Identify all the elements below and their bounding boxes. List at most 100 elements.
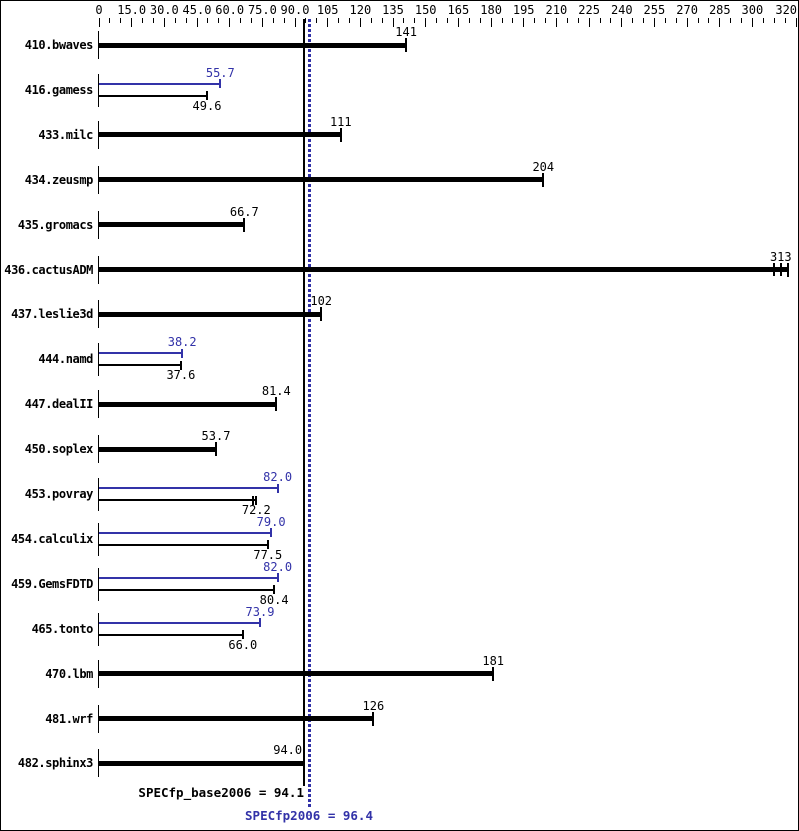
base-value-label: 181 — [482, 653, 505, 668]
axis-tick-major — [261, 18, 263, 27]
axis-tick-minor — [773, 18, 775, 23]
axis-tick-label: 300 — [741, 3, 764, 17]
row-zero-baseline — [98, 612, 99, 646]
axis-tick-minor — [305, 18, 307, 23]
axis-tick-minor — [283, 18, 285, 23]
peak-value-label: 55.7 — [205, 65, 235, 80]
base-value-label: 66.0 — [228, 637, 258, 652]
benchmark-label: 437.leslie3d — [11, 307, 93, 322]
benchmark-label: 450.soplex — [24, 442, 94, 457]
axis-tick-major — [795, 18, 797, 27]
axis-tick-minor — [153, 18, 154, 23]
axis-tick-minor — [403, 18, 405, 23]
row-zero-baseline — [98, 300, 99, 329]
base-value-label: 141 — [395, 25, 417, 39]
axis-tick-minor — [447, 18, 448, 23]
base-bar-end-cap — [320, 307, 323, 322]
axis-tick-minor — [664, 18, 666, 23]
axis-tick-label: 45.0 — [182, 3, 212, 17]
base-bar — [99, 760, 304, 766]
benchmark-label: 436.cactusADM — [4, 262, 93, 277]
axis-tick-minor — [741, 18, 742, 23]
base-bar — [99, 132, 341, 138]
specfp-base2006-metric-label: SPECfp_base2006 = 94.1 — [138, 785, 304, 800]
axis-tick-label: 225 — [578, 3, 600, 17]
row-zero-baseline — [98, 659, 99, 688]
axis-tick-minor — [479, 18, 481, 23]
row-zero-baseline — [98, 749, 99, 778]
axis-tick-major — [359, 18, 361, 27]
base-bar-run-tick — [252, 495, 255, 505]
axis-tick-minor — [414, 18, 416, 23]
base-value-label: 49.6 — [192, 98, 222, 113]
base-value-label: 313 — [769, 249, 792, 264]
axis-tick-label: 240 — [610, 3, 633, 17]
axis-tick-minor — [708, 18, 710, 23]
axis-tick-minor — [436, 18, 438, 23]
base-bar — [99, 446, 216, 452]
axis-tick-minor — [566, 18, 568, 23]
benchmark-label: 410.bwaves — [24, 38, 94, 52]
peak-bar — [99, 487, 278, 489]
axis-tick-minor — [501, 18, 503, 23]
axis-tick-major — [163, 18, 165, 27]
axis-tick-label: 75.0 — [247, 3, 277, 17]
base-bar-end-cap — [492, 666, 495, 681]
base-value-label: 72.2 — [241, 503, 271, 517]
peak-bar-end-cap — [276, 573, 279, 583]
peak-bar — [99, 621, 260, 624]
row-zero-baseline — [98, 73, 99, 107]
axis-tick-label: 195 — [512, 3, 535, 17]
axis-tick-label: 120 — [349, 3, 372, 17]
base-bar-end-cap — [372, 711, 375, 726]
row-zero-baseline — [98, 522, 99, 556]
axis-tick-major — [425, 18, 427, 27]
axis-tick-minor — [632, 18, 634, 23]
peak-bar-end-cap — [276, 483, 279, 493]
axis-tick-major — [588, 18, 590, 27]
row-zero-baseline — [98, 255, 99, 284]
axis-tick-minor — [349, 18, 350, 23]
axis-tick-minor — [468, 18, 470, 23]
axis-tick-label: 165 — [447, 3, 470, 17]
axis-tick-label: 135 — [382, 3, 404, 17]
axis-tick-minor — [207, 18, 209, 23]
peak-value-label: 38.2 — [167, 335, 197, 350]
base-bar — [99, 401, 277, 407]
axis-tick-major — [392, 18, 394, 27]
peak-bar — [99, 531, 272, 534]
axis-tick-major — [653, 18, 655, 27]
axis-tick-major — [196, 18, 198, 27]
base-bar-end-cap — [179, 360, 182, 370]
base-bar-end-cap — [206, 91, 208, 101]
axis-tick-minor — [643, 18, 644, 23]
benchmark-label: 435.gromacs — [17, 217, 93, 232]
axis-tick-major — [523, 18, 525, 27]
axis-tick-minor — [762, 18, 764, 23]
base-bar — [99, 42, 407, 48]
axis-tick-major — [294, 18, 296, 27]
row-zero-baseline — [98, 704, 99, 733]
base-bar-end-cap — [243, 217, 246, 232]
base-value-label: 37.6 — [166, 368, 196, 383]
base-value-label: 94.0 — [273, 743, 303, 758]
base-value-label: 66.7 — [229, 204, 259, 219]
axis-tick-label: 285 — [708, 3, 731, 17]
base-bar — [99, 222, 245, 228]
peak-bar — [99, 352, 183, 355]
axis-tick-minor — [381, 18, 383, 23]
benchmark-label: 447.dealII — [24, 397, 94, 412]
base-value-label: 81.4 — [261, 384, 291, 399]
axis-tick-major — [555, 18, 557, 27]
benchmark-label: 470.lbm — [45, 666, 93, 681]
benchmark-label: 416.gamess — [24, 82, 94, 97]
base-value-label: 102 — [310, 294, 333, 309]
base-value-label: 77.5 — [253, 547, 283, 562]
base-bar-end-cap — [241, 630, 244, 640]
base-bar — [99, 364, 181, 367]
axis-tick-major — [686, 18, 688, 27]
base-bar-end-cap — [215, 442, 217, 457]
axis-tick-label: 15.0 — [117, 3, 147, 17]
axis-tick-major — [490, 18, 492, 27]
